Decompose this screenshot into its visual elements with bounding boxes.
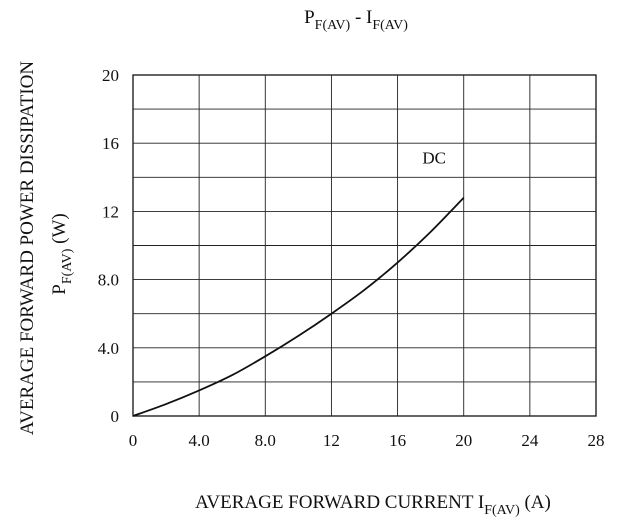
y-tick-label: 12 <box>102 202 119 221</box>
x-tick-labels: 0 4.0 8.0 12 16 20 24 28 <box>129 431 605 450</box>
y-tick-label: 20 <box>102 66 119 85</box>
x-tick-label: 20 <box>455 431 472 450</box>
dc-annotation: DC <box>422 149 446 168</box>
x-tick-label: 12 <box>323 431 340 450</box>
y-tick-label: 0 <box>111 407 120 426</box>
y-tick-labels: 0 4.0 8.0 12 16 20 <box>98 66 119 426</box>
y-tick-label: 4.0 <box>98 339 119 358</box>
x-tick-label: 0 <box>129 431 138 450</box>
x-axis-label: AVERAGE FORWARD CURRENT IF(AV) (A) <box>195 492 551 518</box>
chart-title: PF(AV) - IF(AV) <box>304 7 408 33</box>
y-axis-label-line1: AVERAGE FORWARD POWER DISSIPATION <box>17 61 38 436</box>
x-tick-label: 16 <box>389 431 406 450</box>
x-tick-label: 4.0 <box>189 431 210 450</box>
y-tick-label: 8.0 <box>98 271 119 290</box>
series-layer <box>132 197 465 417</box>
grid <box>133 75 596 416</box>
x-tick-label: 28 <box>588 431 605 450</box>
series-line-dc <box>132 197 465 417</box>
x-tick-label: 24 <box>521 431 539 450</box>
x-tick-label: 8.0 <box>255 431 276 450</box>
y-tick-label: 16 <box>102 134 119 153</box>
y-axis-label-line2: PF(AV) (W) <box>49 213 75 294</box>
